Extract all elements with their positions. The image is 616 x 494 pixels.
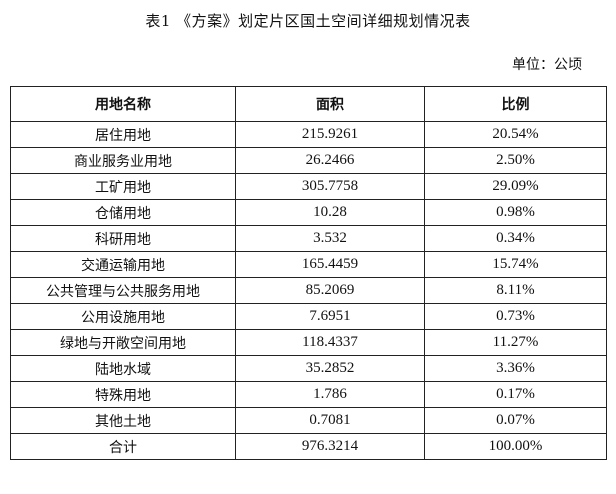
cell-ratio: 20.54% — [424, 121, 607, 148]
table-row: 居住用地 215.9261 20.54% — [10, 121, 607, 148]
cell-area: 26.2466 — [235, 147, 425, 174]
cell-land-use-name: 居住用地 — [10, 121, 236, 148]
table-row: 科研用地 3.532 0.34% — [10, 225, 607, 252]
land-use-table: 用地名称 面积 比例 居住用地 215.9261 20.54% 商业服务业用地 … — [10, 86, 607, 460]
cell-land-use-name: 公共管理与公共服务用地 — [10, 277, 236, 304]
cell-ratio: 11.27% — [424, 329, 607, 356]
cell-ratio: 15.74% — [424, 251, 607, 278]
cell-land-use-name: 工矿用地 — [10, 173, 236, 200]
cell-area: 215.9261 — [235, 121, 425, 148]
cell-land-use-name: 其他土地 — [10, 407, 236, 434]
cell-ratio: 8.11% — [424, 277, 607, 304]
table-row: 公用设施用地 7.6951 0.73% — [10, 303, 607, 330]
cell-area: 10.28 — [235, 199, 425, 226]
table-header-row: 用地名称 面积 比例 — [10, 86, 607, 122]
header-land-use-name: 用地名称 — [10, 86, 236, 122]
cell-total-area: 976.3214 — [235, 433, 425, 460]
cell-ratio: 29.09% — [424, 173, 607, 200]
cell-ratio: 0.73% — [424, 303, 607, 330]
cell-area: 165.4459 — [235, 251, 425, 278]
table-row: 交通运输用地 165.4459 15.74% — [10, 251, 607, 278]
cell-total-ratio: 100.00% — [424, 433, 607, 460]
table-row: 工矿用地 305.7758 29.09% — [10, 173, 607, 200]
cell-area: 118.4337 — [235, 329, 425, 356]
cell-land-use-name: 仓储用地 — [10, 199, 236, 226]
header-ratio: 比例 — [424, 86, 607, 122]
total-row: 合计 976.3214 100.00% — [10, 433, 607, 460]
cell-ratio: 3.36% — [424, 355, 607, 382]
cell-ratio: 0.98% — [424, 199, 607, 226]
table-row: 仓储用地 10.28 0.98% — [10, 199, 607, 226]
cell-land-use-name: 公用设施用地 — [10, 303, 236, 330]
cell-land-use-name: 交通运输用地 — [10, 251, 236, 278]
table-row: 公共管理与公共服务用地 85.2069 8.11% — [10, 277, 607, 304]
cell-ratio: 0.07% — [424, 407, 607, 434]
cell-area: 7.6951 — [235, 303, 425, 330]
cell-land-use-name: 科研用地 — [10, 225, 236, 252]
unit-label: 单位：公顷 — [512, 57, 582, 73]
cell-ratio: 0.34% — [424, 225, 607, 252]
cell-land-use-name: 绿地与开敞空间用地 — [10, 329, 236, 356]
cell-area: 3.532 — [235, 225, 425, 252]
table-title: 表1 《方案》划定片区国土空间详细规划情况表 — [145, 12, 471, 30]
cell-area: 1.786 — [235, 381, 425, 408]
table-row: 商业服务业用地 26.2466 2.50% — [10, 147, 607, 174]
cell-area: 85.2069 — [235, 277, 425, 304]
cell-land-use-name: 商业服务业用地 — [10, 147, 236, 174]
cell-area: 35.2852 — [235, 355, 425, 382]
cell-land-use-name: 陆地水域 — [10, 355, 236, 382]
table-row: 绿地与开敞空间用地 118.4337 11.27% — [10, 329, 607, 356]
cell-area: 305.7758 — [235, 173, 425, 200]
table-row: 其他土地 0.7081 0.07% — [10, 407, 607, 434]
table-body: 居住用地 215.9261 20.54% 商业服务业用地 26.2466 2.5… — [10, 121, 607, 460]
cell-ratio: 2.50% — [424, 147, 607, 174]
cell-area: 0.7081 — [235, 407, 425, 434]
table-row: 陆地水域 35.2852 3.36% — [10, 355, 607, 382]
header-area: 面积 — [235, 86, 425, 122]
cell-land-use-name: 特殊用地 — [10, 381, 236, 408]
cell-ratio: 0.17% — [424, 381, 607, 408]
cell-total-label: 合计 — [10, 433, 236, 460]
table-row: 特殊用地 1.786 0.17% — [10, 381, 607, 408]
